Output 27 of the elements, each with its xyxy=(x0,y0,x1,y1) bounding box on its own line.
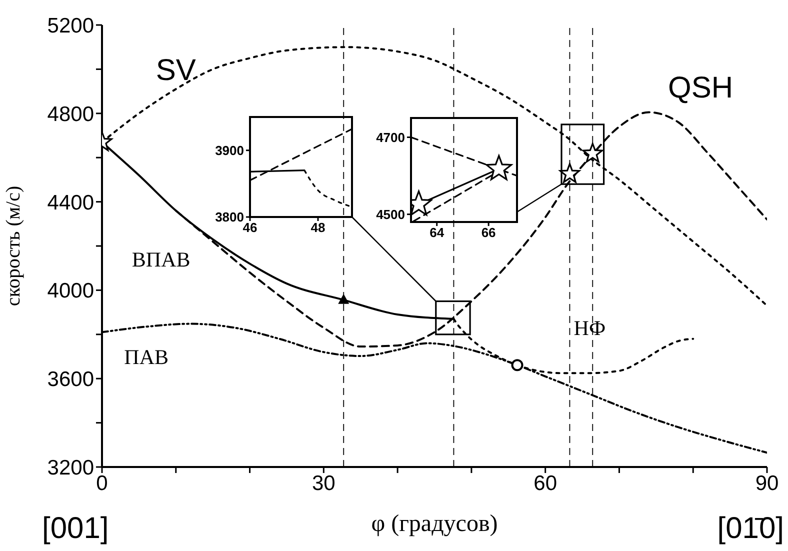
y-tick-label: 3900 xyxy=(215,142,244,158)
text: [01̄0] xyxy=(717,511,784,547)
x-tick-label: 46 xyxy=(242,220,258,236)
y-tick-label: 4400 xyxy=(47,191,94,214)
y-tick-label: 4700 xyxy=(376,130,405,145)
series-label: ВПАВ xyxy=(132,248,190,272)
x-axis-title: φ (градусов) xyxy=(370,511,499,538)
y-axis-title: скорость (м/с) xyxy=(2,186,26,306)
text: [001] xyxy=(42,511,109,547)
y-tick-label: 3600 xyxy=(47,368,94,392)
y-tick-label: 4500 xyxy=(376,206,405,222)
x-tick-label: 0 xyxy=(96,472,108,495)
x-tick-label: 66 xyxy=(481,225,496,240)
series-label: ПАВ xyxy=(124,344,169,369)
x-tick-label: 90 xyxy=(755,472,779,495)
series-label: QSH xyxy=(668,72,734,105)
series-label: SV xyxy=(156,54,196,87)
x-tick-label: 60 xyxy=(534,472,558,495)
x-tick-label: 64 xyxy=(430,225,445,240)
x-tick-label: 48 xyxy=(310,220,326,236)
y-tick-label: 5200 xyxy=(47,14,94,38)
y-tick-label: 3200 xyxy=(47,456,94,480)
y-tick-label: 4000 xyxy=(47,280,94,303)
y-tick-label: 3800 xyxy=(215,210,244,225)
y-tick-label: 4800 xyxy=(47,102,94,126)
series-label: НФ xyxy=(574,316,606,340)
x-tick-label: 30 xyxy=(312,472,336,495)
